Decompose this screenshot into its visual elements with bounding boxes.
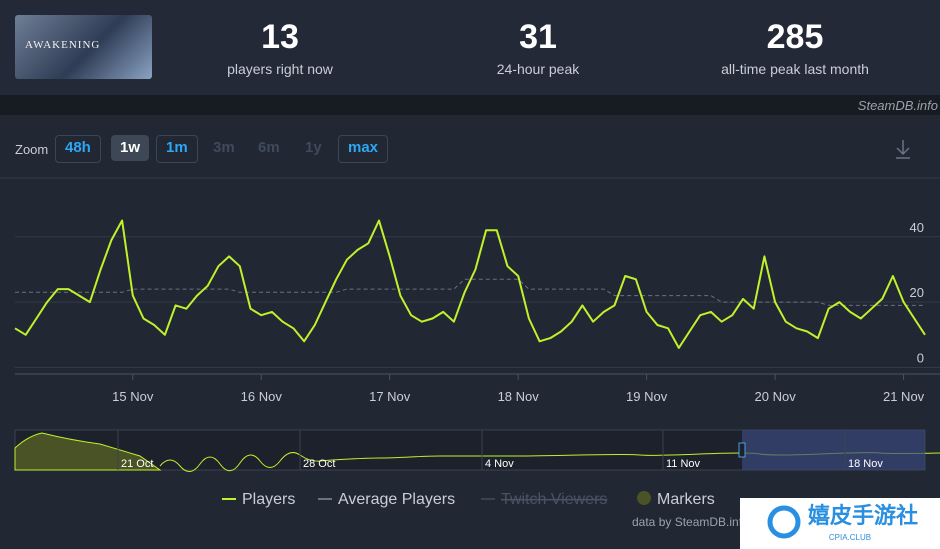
navigator-selection[interactable]: [742, 430, 925, 470]
navigator-label: 21 Oct: [121, 458, 153, 470]
stat-value: 31: [519, 18, 557, 56]
x-tick-label: 17 Nov: [369, 389, 411, 404]
legend-label[interactable]: Markers: [657, 491, 715, 508]
stat-label: all-time peak last month: [721, 61, 869, 77]
y-tick-label: 0: [917, 350, 924, 365]
x-tick-label: 19 Nov: [626, 389, 668, 404]
navigator-label: 18 Nov: [848, 458, 883, 470]
stat-value: 285: [766, 18, 824, 56]
stat-label: players right now: [227, 61, 333, 77]
navigator-label: 4 Nov: [485, 458, 514, 470]
source: data by SteamDB.info: [632, 515, 749, 529]
stat: 31 24-hour peak: [418, 18, 658, 77]
stat-value: 13: [261, 18, 299, 56]
navigator-label: 28 Oct: [303, 458, 335, 470]
watermark-logo: [767, 505, 801, 539]
credit: SteamDB.info: [857, 98, 938, 113]
zoom-button[interactable]: 6m: [258, 139, 280, 156]
game-art-text: AWAKENING: [25, 39, 101, 51]
zoom-button[interactable]: 48h: [55, 135, 101, 163]
legend-swatch: [637, 491, 651, 505]
chart-panel: [0, 115, 940, 549]
navigator: [14, 429, 940, 472]
y-tick-label: 20: [910, 285, 924, 300]
y-tick-label: 40: [910, 220, 924, 235]
x-tick-label: 20 Nov: [755, 389, 797, 404]
watermark-bg: [740, 498, 940, 549]
x-tick-label: 18 Nov: [498, 389, 540, 404]
zoom-button[interactable]: 3m: [213, 139, 235, 156]
zoom-button[interactable]: 1y: [305, 139, 322, 156]
navigator-label: 11 Nov: [666, 458, 701, 470]
watermark: 嬉皮手游社 CPIA.CLUB: [740, 498, 940, 549]
zoom-button[interactable]: max: [338, 135, 389, 163]
zoom-button[interactable]: 1w: [111, 135, 150, 161]
watermark-subtitle: CPIA.CLUB: [829, 533, 871, 542]
legend-label[interactable]: Average Players: [338, 491, 455, 508]
zoom-button[interactable]: 1m: [156, 135, 198, 163]
navigator-handle[interactable]: [738, 442, 746, 458]
series-line: [15, 278, 925, 306]
watermark-title: 嬉皮手游社: [808, 503, 918, 528]
stat: 13 players right now: [160, 18, 400, 77]
series-line: [14, 219, 926, 349]
x-tick-label: 16 Nov: [241, 389, 283, 404]
stat-label: 24-hour peak: [496, 61, 580, 77]
game-art: AWAKENING: [15, 15, 152, 79]
legend-label[interactable]: Twitch Viewers: [501, 491, 607, 508]
stats-bar: [0, 0, 940, 95]
stat: 285 all-time peak last month: [675, 18, 915, 77]
x-tick-label: 15 Nov: [112, 389, 154, 404]
download-icon[interactable]: [896, 140, 910, 159]
navigator-area: [14, 432, 162, 471]
x-tick-label: 21 Nov: [883, 389, 925, 404]
legend-label[interactable]: Players: [242, 491, 295, 508]
zoom-label: Zoom: [15, 142, 49, 157]
